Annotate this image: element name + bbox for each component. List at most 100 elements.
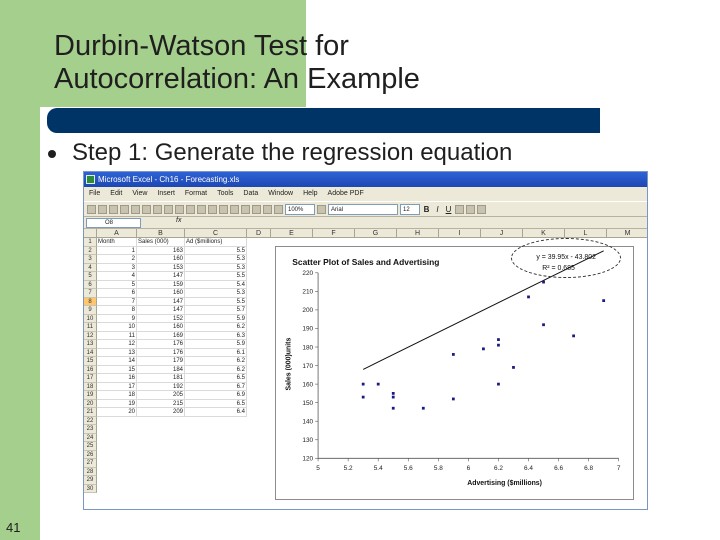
- data-cell[interactable]: 163: [137, 246, 185, 255]
- data-cell[interactable]: 20: [97, 408, 137, 417]
- new-icon[interactable]: [87, 204, 96, 214]
- print-icon[interactable]: [120, 204, 129, 214]
- row-header-19[interactable]: 19: [84, 391, 97, 400]
- row-header-2[interactable]: 2: [84, 246, 97, 255]
- data-cell[interactable]: 5.5: [185, 297, 247, 306]
- hyperlink-icon[interactable]: [219, 204, 228, 214]
- row-header-3[interactable]: 3: [84, 255, 97, 264]
- row-header-30[interactable]: 30: [84, 484, 97, 493]
- data-cell[interactable]: 9: [97, 314, 137, 323]
- column-header-i[interactable]: I: [439, 229, 481, 238]
- data-cell[interactable]: 10: [97, 323, 137, 332]
- data-cell[interactable]: 3: [97, 263, 137, 272]
- fx-icon[interactable]: fx: [176, 217, 182, 224]
- font-name-select[interactable]: Arial: [328, 203, 398, 215]
- help-icon[interactable]: [317, 204, 326, 214]
- column-header-a[interactable]: A: [97, 229, 137, 238]
- data-cell[interactable]: 17: [97, 382, 137, 391]
- autosum-icon[interactable]: [230, 204, 239, 214]
- menu-data[interactable]: Data: [243, 190, 259, 197]
- header-cell[interactable]: Month: [97, 238, 137, 247]
- data-cell[interactable]: 184: [137, 365, 185, 374]
- data-cell[interactable]: 5: [97, 280, 137, 289]
- print-preview-icon[interactable]: [131, 204, 140, 214]
- align-left-icon[interactable]: [455, 204, 464, 214]
- column-header-g[interactable]: G: [355, 229, 397, 238]
- zoom-select[interactable]: 100%: [285, 203, 315, 215]
- row-header-16[interactable]: 16: [84, 365, 97, 374]
- redo-icon[interactable]: [208, 204, 217, 214]
- data-cell[interactable]: 6.1: [185, 348, 247, 357]
- data-cell[interactable]: 159: [137, 280, 185, 289]
- row-header-29[interactable]: 29: [84, 476, 97, 485]
- save-icon[interactable]: [109, 204, 118, 214]
- data-cell[interactable]: 6.2: [185, 357, 247, 366]
- column-header-k[interactable]: K: [523, 229, 565, 238]
- menu-file[interactable]: File: [89, 190, 101, 197]
- drawing-icon[interactable]: [274, 204, 283, 214]
- row-header-22[interactable]: 22: [84, 416, 97, 425]
- header-cell[interactable]: Ad ($millions): [185, 238, 247, 247]
- sort-descending-icon[interactable]: [252, 204, 261, 214]
- data-cell[interactable]: 215: [137, 399, 185, 408]
- menu-view[interactable]: View: [132, 190, 148, 197]
- column-header-b[interactable]: B: [137, 229, 185, 238]
- bold-button[interactable]: B: [423, 204, 430, 214]
- data-cell[interactable]: 169: [137, 331, 185, 340]
- column-header-f[interactable]: F: [313, 229, 355, 238]
- format-painter-icon[interactable]: [186, 204, 195, 214]
- data-cell[interactable]: 13: [97, 348, 137, 357]
- row-header-15[interactable]: 15: [84, 357, 97, 366]
- row-header-9[interactable]: 9: [84, 306, 97, 315]
- row-header-14[interactable]: 14: [84, 348, 97, 357]
- paste-icon[interactable]: [175, 204, 184, 214]
- underline-button[interactable]: U: [445, 204, 452, 214]
- column-header-e[interactable]: E: [271, 229, 313, 238]
- data-cell[interactable]: 5.3: [185, 263, 247, 272]
- data-cell[interactable]: 181: [137, 374, 185, 383]
- data-cell[interactable]: 12: [97, 340, 137, 349]
- row-header-17[interactable]: 17: [84, 374, 97, 383]
- select-all-corner[interactable]: [84, 229, 97, 238]
- data-cell[interactable]: 14: [97, 357, 137, 366]
- undo-icon[interactable]: [197, 204, 206, 214]
- row-header-27[interactable]: 27: [84, 459, 97, 468]
- data-cell[interactable]: 5.4: [185, 280, 247, 289]
- row-header-12[interactable]: 12: [84, 331, 97, 340]
- column-header-h[interactable]: H: [397, 229, 439, 238]
- row-header-10[interactable]: 10: [84, 314, 97, 323]
- column-header-d[interactable]: D: [247, 229, 271, 238]
- data-cell[interactable]: 6.2: [185, 365, 247, 374]
- row-header-13[interactable]: 13: [84, 340, 97, 349]
- menu-tools[interactable]: Tools: [217, 190, 234, 197]
- name-box[interactable]: O8: [86, 218, 141, 228]
- data-cell[interactable]: 7: [97, 297, 137, 306]
- column-header-l[interactable]: L: [565, 229, 607, 238]
- row-header-1[interactable]: 1: [84, 238, 97, 247]
- data-cell[interactable]: 160: [137, 289, 185, 298]
- menu-insert[interactable]: Insert: [157, 190, 175, 197]
- data-cell[interactable]: 6.4: [185, 408, 247, 417]
- data-cell[interactable]: 5.3: [185, 289, 247, 298]
- row-header-7[interactable]: 7: [84, 289, 97, 298]
- data-cell[interactable]: 19: [97, 399, 137, 408]
- data-cell[interactable]: 5.9: [185, 340, 247, 349]
- cut-icon[interactable]: [153, 204, 162, 214]
- data-cell[interactable]: 205: [137, 391, 185, 400]
- data-cell[interactable]: 16: [97, 374, 137, 383]
- data-cell[interactable]: 6.7: [185, 382, 247, 391]
- data-cell[interactable]: 5.3: [185, 255, 247, 264]
- italic-button[interactable]: I: [436, 204, 439, 214]
- column-header-m[interactable]: M: [607, 229, 647, 238]
- align-center-icon[interactable]: [466, 204, 475, 214]
- column-header-c[interactable]: C: [185, 229, 247, 238]
- data-cell[interactable]: 5.7: [185, 306, 247, 315]
- row-header-25[interactable]: 25: [84, 442, 97, 451]
- data-cell[interactable]: 160: [137, 255, 185, 264]
- data-cell[interactable]: 6.9: [185, 391, 247, 400]
- menu-format[interactable]: Format: [184, 190, 208, 197]
- row-header-23[interactable]: 23: [84, 425, 97, 434]
- data-cell[interactable]: 2: [97, 255, 137, 264]
- data-cell[interactable]: 15: [97, 365, 137, 374]
- data-cell[interactable]: 176: [137, 348, 185, 357]
